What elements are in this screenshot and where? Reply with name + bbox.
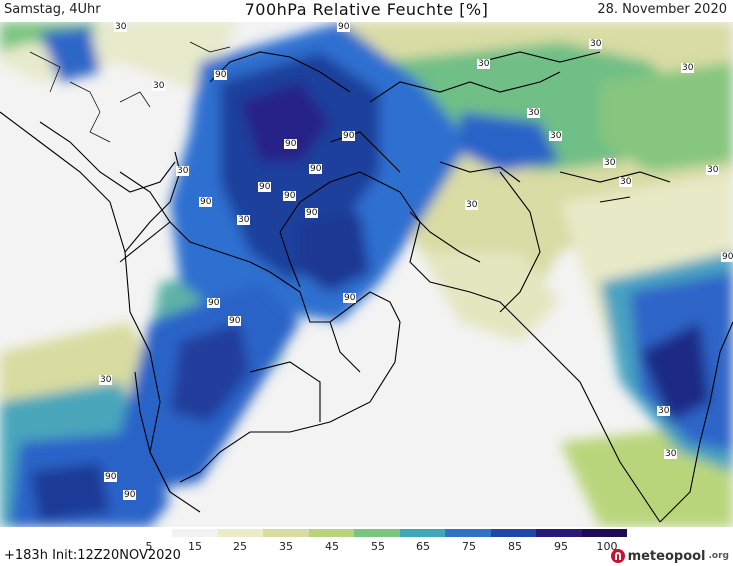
colorbar-tick: 15 — [188, 540, 202, 553]
contour-label: 90 — [228, 316, 242, 326]
colorbar-tick: 75 — [462, 540, 476, 553]
colorbar-segment — [354, 529, 401, 537]
contour-label: 30 — [527, 108, 541, 118]
colorbar-segment — [536, 529, 583, 537]
colorbar-segment — [490, 529, 537, 537]
colorbar-tick: 55 — [371, 540, 385, 553]
humidity-field — [0, 22, 733, 527]
contour-label: 30 — [549, 131, 563, 141]
contour-label: 90 — [721, 252, 733, 262]
contour-label: 90 — [283, 191, 297, 201]
contour-label: 90 — [337, 22, 351, 32]
contour-label: 30 — [589, 39, 603, 49]
colorbar-segment — [127, 529, 173, 537]
contour-label: 30 — [114, 22, 128, 32]
colorbar-segment — [308, 529, 355, 537]
contour-label: 90 — [123, 490, 137, 500]
colorbar-segment — [217, 529, 264, 537]
colorbar-segment — [445, 529, 492, 537]
forecast-init: +183h Init:12Z20NOV2020 — [4, 548, 181, 563]
colorbar-tick: 5 — [145, 540, 153, 553]
humidity-map: 90 90 90 90 90 90 90 90 90 90 90 90 90 9… — [0, 22, 733, 527]
colorbar-tick: 65 — [416, 540, 430, 553]
map-footer: 5 15 25 35 45 55 65 75 85 95 100 +183h I… — [0, 527, 733, 566]
contour-label: 30 — [681, 63, 695, 73]
contour-label: 90 — [104, 472, 118, 482]
contour-label: 90 — [309, 164, 323, 174]
contour-label: 30 — [99, 375, 113, 385]
map-title: 700hPa Relative Feuchte [%] — [244, 0, 489, 19]
valid-date: 28. November 2020 — [597, 2, 727, 17]
colorbar-segment — [399, 529, 446, 537]
contour-label: 90 — [199, 197, 213, 207]
colorbar-tick: 95 — [554, 540, 568, 553]
contour-label: 30 — [619, 177, 633, 187]
contour-label: 30 — [465, 200, 479, 210]
contour-label: 90 — [258, 182, 272, 192]
logo-tld: .org — [708, 551, 729, 561]
contour-label: 30 — [176, 166, 190, 176]
colorbar-segment — [581, 529, 628, 537]
contour-label: 90 — [284, 139, 298, 149]
colorbar-segment — [172, 529, 219, 537]
map-header: Samstag, 4Uhr 700hPa Relative Feuchte [%… — [0, 0, 733, 22]
contour-label: 30 — [237, 215, 251, 225]
colorbar-tick: 45 — [325, 540, 339, 553]
valid-time: Samstag, 4Uhr — [4, 2, 101, 17]
meteopool-logo[interactable]: meteopool .org — [610, 547, 729, 565]
logo-text: meteopool — [627, 548, 706, 564]
colorbar-tick: 35 — [279, 540, 293, 553]
colorbar-tick: 100 — [596, 540, 618, 553]
contour-label: 30 — [603, 158, 617, 168]
contour-label: 90 — [343, 293, 357, 303]
contour-label: 30 — [657, 406, 671, 416]
contour-label: 30 — [152, 81, 166, 91]
contour-label: 30 — [706, 165, 720, 175]
colorbar-tick: 25 — [233, 540, 247, 553]
contour-label: 90 — [214, 70, 228, 80]
colorbar-tick: 85 — [508, 540, 522, 553]
contour-label: 30 — [664, 449, 678, 459]
colorbar-segment — [263, 529, 310, 537]
colorbar-ticks: 5 15 25 35 45 55 65 75 85 95 100 — [0, 540, 733, 554]
meteopool-logo-icon — [610, 549, 625, 563]
contour-label: 90 — [342, 131, 356, 141]
contour-label: 90 — [207, 298, 221, 308]
humidity-colorbar — [127, 529, 628, 537]
contour-label: 90 — [305, 208, 319, 218]
contour-label: 30 — [477, 59, 491, 69]
